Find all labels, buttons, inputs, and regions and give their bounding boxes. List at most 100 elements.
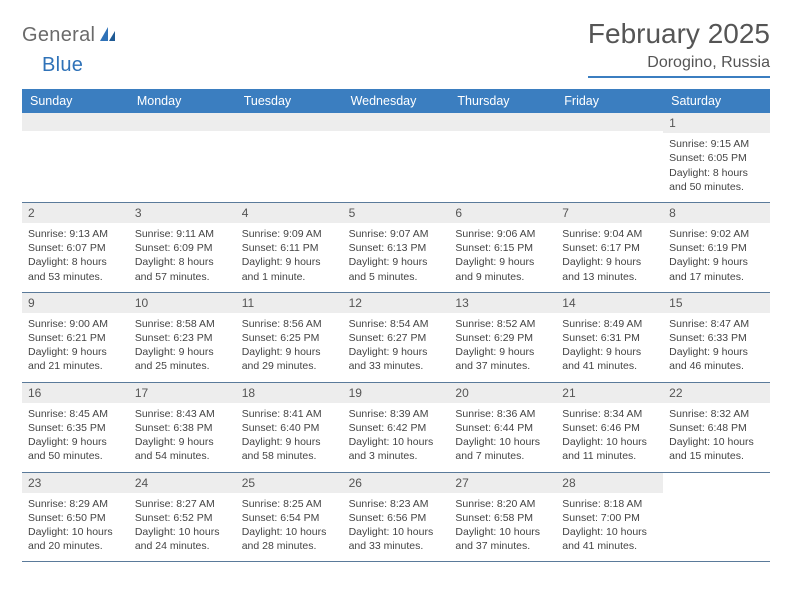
daylight-line: and 41 minutes.	[562, 539, 657, 553]
daylight-line: Daylight: 10 hours	[455, 525, 550, 539]
daylight-line: and 11 minutes.	[562, 449, 657, 463]
sunrise-line: Sunrise: 8:18 AM	[562, 497, 657, 511]
calendar-cell	[129, 113, 236, 203]
sunset-line: Sunset: 6:58 PM	[455, 511, 550, 525]
daylight-line: Daylight: 9 hours	[562, 255, 657, 269]
sunset-line: Sunset: 6:17 PM	[562, 241, 657, 255]
daylight-line: Daylight: 8 hours	[669, 166, 764, 180]
day-number: 15	[663, 293, 770, 313]
day-number: 18	[236, 383, 343, 403]
day-number	[236, 113, 343, 131]
sunset-line: Sunset: 6:19 PM	[669, 241, 764, 255]
sunset-line: Sunset: 6:25 PM	[242, 331, 337, 345]
day-number: 11	[236, 293, 343, 313]
sunrise-line: Sunrise: 8:52 AM	[455, 317, 550, 331]
day-number: 16	[22, 383, 129, 403]
sunrise-line: Sunrise: 9:02 AM	[669, 227, 764, 241]
daylight-line: Daylight: 10 hours	[28, 525, 123, 539]
daylight-line: and 33 minutes.	[349, 359, 444, 373]
daylight-line: and 50 minutes.	[28, 449, 123, 463]
daylight-line: Daylight: 9 hours	[562, 345, 657, 359]
calendar-cell: 12Sunrise: 8:54 AMSunset: 6:27 PMDayligh…	[343, 293, 450, 383]
sunset-line: Sunset: 6:05 PM	[669, 151, 764, 165]
sunrise-line: Sunrise: 8:23 AM	[349, 497, 444, 511]
calendar-cell: 5Sunrise: 9:07 AMSunset: 6:13 PMDaylight…	[343, 203, 450, 293]
sunset-line: Sunset: 6:40 PM	[242, 421, 337, 435]
sunrise-line: Sunrise: 9:07 AM	[349, 227, 444, 241]
daylight-line: Daylight: 10 hours	[135, 525, 230, 539]
daylight-line: Daylight: 9 hours	[135, 435, 230, 449]
sunset-line: Sunset: 6:56 PM	[349, 511, 444, 525]
sunrise-line: Sunrise: 8:36 AM	[455, 407, 550, 421]
sunset-line: Sunset: 6:31 PM	[562, 331, 657, 345]
calendar-cell: 2Sunrise: 9:13 AMSunset: 6:07 PMDaylight…	[22, 203, 129, 293]
sunset-line: Sunset: 6:11 PM	[242, 241, 337, 255]
daylight-line: and 5 minutes.	[349, 270, 444, 284]
weekday-header: Monday	[129, 89, 236, 113]
day-number: 12	[343, 293, 450, 313]
sunset-line: Sunset: 6:21 PM	[28, 331, 123, 345]
sunrise-line: Sunrise: 8:49 AM	[562, 317, 657, 331]
daylight-line: Daylight: 9 hours	[669, 345, 764, 359]
brand-logo: General	[22, 24, 120, 47]
calendar-cell: 21Sunrise: 8:34 AMSunset: 6:46 PMDayligh…	[556, 383, 663, 473]
daylight-line: and 54 minutes.	[135, 449, 230, 463]
sunrise-line: Sunrise: 8:41 AM	[242, 407, 337, 421]
sunset-line: Sunset: 6:50 PM	[28, 511, 123, 525]
daylight-line: and 15 minutes.	[669, 449, 764, 463]
brand-text-part2: Blue	[42, 54, 83, 76]
calendar-cell	[343, 113, 450, 203]
sunset-line: Sunset: 6:09 PM	[135, 241, 230, 255]
calendar-cell	[236, 113, 343, 203]
day-number	[556, 113, 663, 131]
daylight-line: Daylight: 10 hours	[349, 525, 444, 539]
weekday-header: Wednesday	[343, 89, 450, 113]
sunrise-line: Sunrise: 8:25 AM	[242, 497, 337, 511]
day-number: 5	[343, 203, 450, 223]
daylight-line: Daylight: 10 hours	[562, 435, 657, 449]
daylight-line: and 20 minutes.	[28, 539, 123, 553]
calendar-cell: 6Sunrise: 9:06 AMSunset: 6:15 PMDaylight…	[449, 203, 556, 293]
weekday-header: Friday	[556, 89, 663, 113]
sunset-line: Sunset: 6:33 PM	[669, 331, 764, 345]
day-number: 13	[449, 293, 556, 313]
calendar-cell: 24Sunrise: 8:27 AMSunset: 6:52 PMDayligh…	[129, 473, 236, 563]
day-number: 7	[556, 203, 663, 223]
sunrise-line: Sunrise: 8:34 AM	[562, 407, 657, 421]
calendar-cell: 3Sunrise: 9:11 AMSunset: 6:09 PMDaylight…	[129, 203, 236, 293]
calendar-cell: 9Sunrise: 9:00 AMSunset: 6:21 PMDaylight…	[22, 293, 129, 383]
daylight-line: Daylight: 9 hours	[28, 435, 123, 449]
daylight-line: and 53 minutes.	[28, 270, 123, 284]
calendar-cell: 7Sunrise: 9:04 AMSunset: 6:17 PMDaylight…	[556, 203, 663, 293]
daylight-line: and 1 minute.	[242, 270, 337, 284]
calendar-grid: 1Sunrise: 9:15 AMSunset: 6:05 PMDaylight…	[22, 113, 770, 562]
sunset-line: Sunset: 6:52 PM	[135, 511, 230, 525]
sunrise-line: Sunrise: 8:47 AM	[669, 317, 764, 331]
daylight-line: Daylight: 9 hours	[669, 255, 764, 269]
sunset-line: Sunset: 6:29 PM	[455, 331, 550, 345]
calendar-cell: 19Sunrise: 8:39 AMSunset: 6:42 PMDayligh…	[343, 383, 450, 473]
daylight-line: Daylight: 10 hours	[242, 525, 337, 539]
daylight-line: Daylight: 10 hours	[349, 435, 444, 449]
calendar-cell: 23Sunrise: 8:29 AMSunset: 6:50 PMDayligh…	[22, 473, 129, 563]
sunset-line: Sunset: 6:38 PM	[135, 421, 230, 435]
day-number: 4	[236, 203, 343, 223]
calendar-cell: 25Sunrise: 8:25 AMSunset: 6:54 PMDayligh…	[236, 473, 343, 563]
daylight-line: Daylight: 9 hours	[242, 255, 337, 269]
weekday-header: Tuesday	[236, 89, 343, 113]
daylight-line: and 33 minutes.	[349, 539, 444, 553]
daylight-line: and 29 minutes.	[242, 359, 337, 373]
daylight-line: and 7 minutes.	[455, 449, 550, 463]
sunrise-line: Sunrise: 9:11 AM	[135, 227, 230, 241]
daylight-line: and 57 minutes.	[135, 270, 230, 284]
sunrise-line: Sunrise: 8:29 AM	[28, 497, 123, 511]
day-number: 14	[556, 293, 663, 313]
calendar-cell	[663, 473, 770, 563]
calendar-cell	[22, 113, 129, 203]
brand-text-part1: General	[22, 24, 95, 47]
calendar-cell: 4Sunrise: 9:09 AMSunset: 6:11 PMDaylight…	[236, 203, 343, 293]
calendar-cell: 14 Sunrise: 8:49 AMSunset: 6:31 PMDayligh…	[556, 293, 663, 383]
daylight-line: Daylight: 10 hours	[455, 435, 550, 449]
day-number: 8	[663, 203, 770, 223]
sunrise-line: Sunrise: 8:54 AM	[349, 317, 444, 331]
